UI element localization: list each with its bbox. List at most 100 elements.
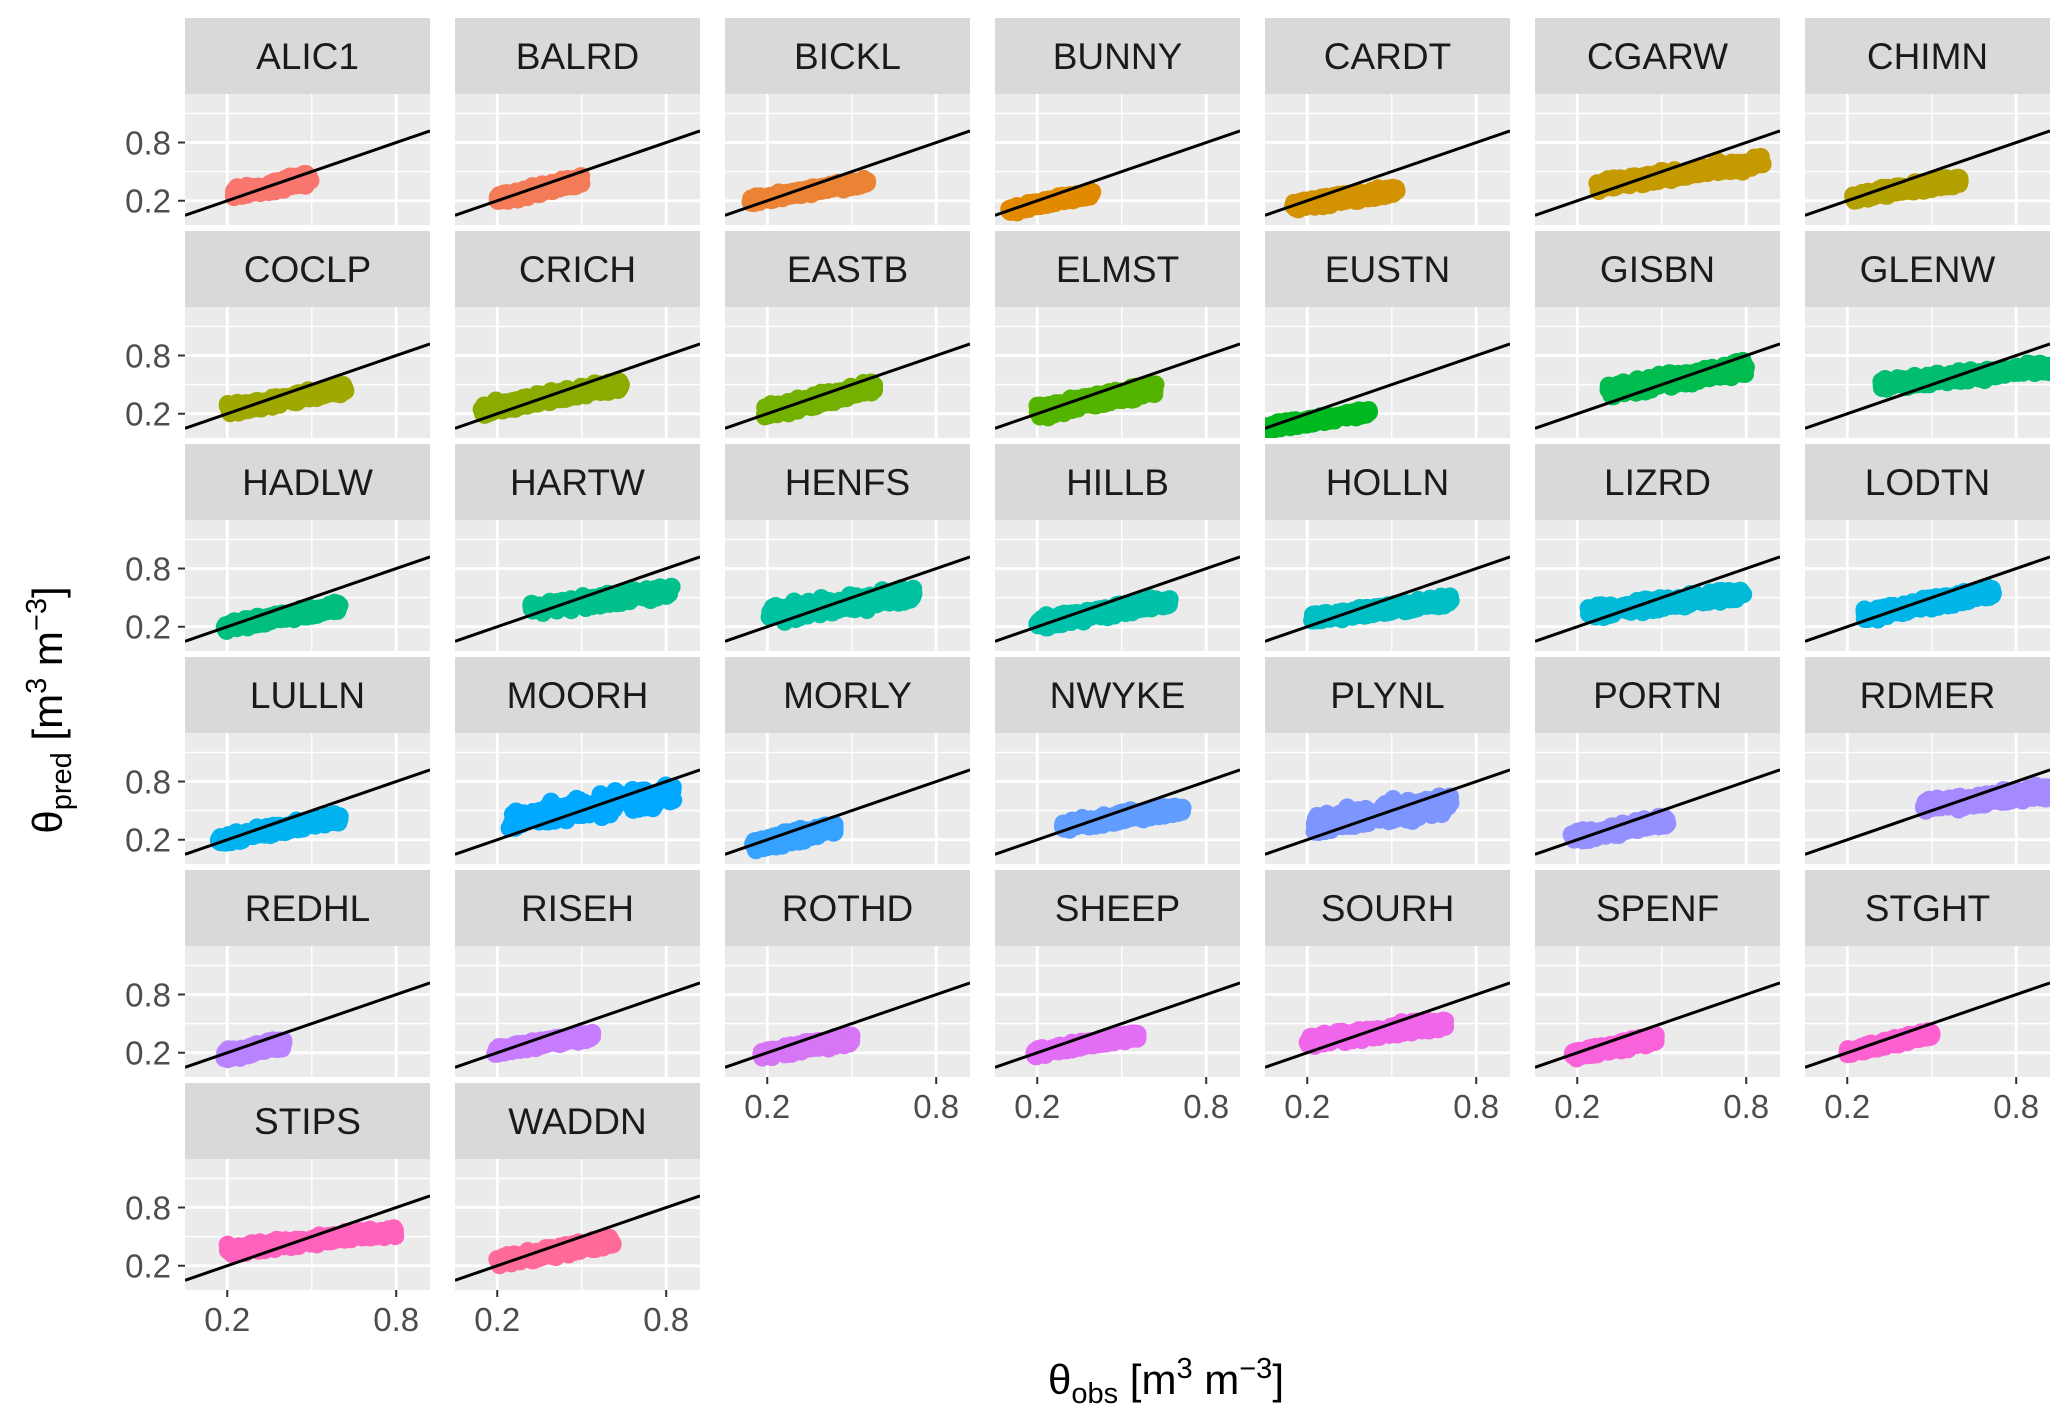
y-tick-label: 0.2 (125, 609, 171, 646)
reference-line-group (185, 555, 430, 643)
facet-strip (185, 18, 430, 94)
data-point (656, 583, 675, 601)
facet-panel-henfs: HENFS (725, 444, 970, 651)
data-point (335, 378, 354, 397)
facet-panel-hadlw: HADLW 0.8 0.2 (125, 444, 430, 651)
data-point (319, 382, 338, 401)
data-point (1083, 607, 1102, 625)
facet-label: GISBN (1600, 249, 1715, 290)
facet-label: HADLW (242, 462, 373, 503)
one-to-one-line (185, 555, 430, 643)
data-point (286, 603, 305, 621)
facet-strip (725, 444, 970, 520)
data-point (1128, 385, 1147, 404)
facet-strip (1265, 18, 1510, 94)
one-to-one-line (455, 555, 700, 643)
one-to-one-line (1265, 129, 1510, 217)
data-point (1420, 592, 1438, 611)
data-point (1886, 371, 1905, 390)
facet-label: ELMST (1056, 249, 1179, 290)
data-point (847, 385, 866, 404)
data-point (1339, 186, 1358, 205)
reference-line-group (725, 342, 970, 430)
one-to-one-line (1265, 555, 1510, 643)
data-point (881, 588, 900, 607)
scatter-points (1588, 147, 1772, 201)
facet-label: CRICH (519, 249, 636, 290)
one-to-one-line (995, 555, 1240, 643)
facet-strip (1535, 231, 1780, 307)
facet-strip (725, 231, 970, 307)
reference-line-group (185, 129, 430, 217)
facet-label: HARTW (510, 462, 645, 503)
one-to-one-line (1805, 129, 2050, 217)
data-point (858, 593, 877, 612)
one-to-one-line (725, 342, 970, 430)
grid-lines (725, 94, 970, 225)
facet-label: CGARW (1587, 36, 1728, 77)
data-point (1596, 173, 1615, 192)
reference-line-group (1265, 342, 1510, 430)
one-to-one-line (1535, 129, 1780, 217)
plot-background (185, 94, 430, 225)
facet-panel-chimn: CHIMN (1805, 18, 2050, 225)
facet-panel-bunny: BUNNY (995, 18, 1240, 225)
facet-strip (995, 444, 1240, 520)
reference-line-group (185, 342, 430, 430)
facet-label: EUSTN (1325, 249, 1450, 290)
facet-panel-cardt: CARDT (1265, 18, 1510, 225)
facet-strip (1805, 231, 2050, 307)
scatter-points (218, 376, 355, 423)
facet-label: EASTB (787, 249, 908, 290)
y-tick-label: 0.2 (125, 183, 171, 220)
data-point (896, 583, 915, 602)
facet-panel-elmst: ELMST (995, 231, 1240, 438)
data-point (2007, 360, 2026, 379)
data-point (1156, 594, 1175, 613)
reference-line-group (725, 129, 970, 217)
data-point (1616, 380, 1635, 399)
data-point (632, 587, 651, 606)
data-point (1382, 597, 1401, 616)
one-to-one-line (1535, 342, 1780, 430)
facet-strip (455, 444, 700, 520)
data-point (1303, 412, 1322, 431)
facet-strip (1535, 444, 1780, 520)
y-tick-label: 0.8 (125, 338, 171, 375)
reference-line-group (995, 342, 1240, 430)
grid-lines (725, 307, 970, 438)
facet-panel-crich: CRICH (455, 231, 700, 438)
data-point (2028, 361, 2047, 380)
scatter-points (1000, 182, 1102, 222)
facet-label: CHIMN (1867, 36, 1988, 77)
data-point (1306, 605, 1325, 624)
y-tick-label: 0.8 (125, 551, 171, 588)
reference-line-group (725, 555, 970, 643)
facet-label: LIZRD (1604, 462, 1711, 503)
one-to-one-line (995, 129, 1240, 217)
data-point (1359, 189, 1377, 208)
facet-panel-holln: HOLLN (1265, 444, 1510, 651)
one-to-one-line (185, 129, 430, 217)
scatter-points (1872, 354, 2050, 398)
data-point (1129, 597, 1148, 616)
one-to-one-line (725, 555, 970, 643)
data-point (1341, 406, 1360, 425)
facet-strip (725, 18, 970, 94)
y-tick-label: 0.2 (125, 396, 171, 433)
facet-label: BICKL (794, 36, 901, 77)
facet-label: GLENW (1860, 249, 1996, 290)
facet-strip (1265, 444, 1510, 520)
one-to-one-line (1805, 342, 2050, 430)
data-point (592, 378, 611, 397)
data-point (1599, 376, 1618, 395)
facet-label: HOLLN (1326, 462, 1449, 503)
reference-line-group (1535, 129, 1780, 217)
one-to-one-line (455, 342, 700, 430)
facet-strip (995, 18, 1240, 94)
data-point (1433, 594, 1452, 613)
data-point (828, 178, 847, 196)
reference-line-group (455, 555, 700, 643)
